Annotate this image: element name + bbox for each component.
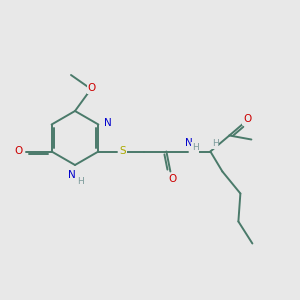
Text: H: H (212, 139, 219, 148)
Text: N: N (184, 137, 192, 148)
Text: H: H (192, 143, 199, 152)
Text: S: S (119, 146, 126, 157)
Text: H: H (76, 178, 83, 187)
Text: O: O (14, 146, 23, 157)
Text: O: O (243, 115, 251, 124)
Text: N: N (68, 170, 76, 180)
Text: N: N (103, 118, 111, 128)
Text: O: O (88, 83, 96, 93)
Text: O: O (168, 175, 176, 184)
